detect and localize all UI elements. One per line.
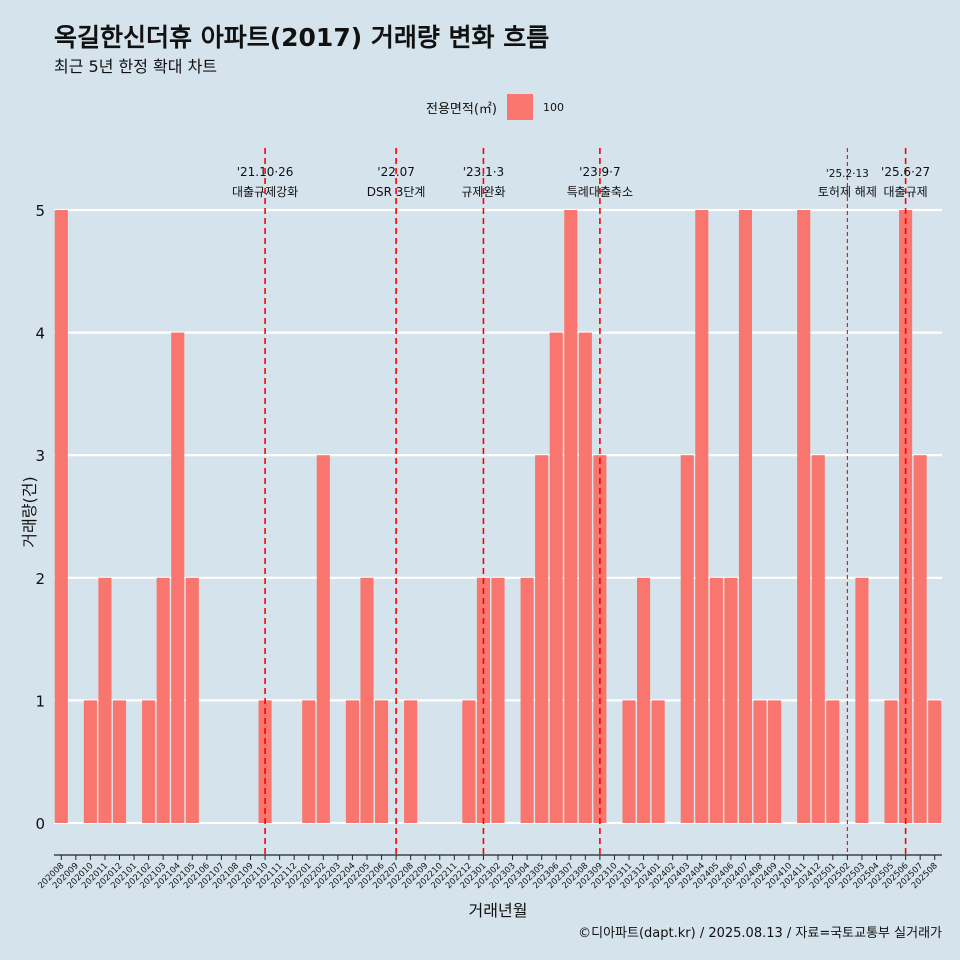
bar xyxy=(142,700,156,823)
legend-title: 전용면적(㎡) xyxy=(426,101,497,117)
bar xyxy=(535,455,549,823)
event-text-label: DSR 3단계 xyxy=(367,185,426,199)
chart-subtitle: 최근 5년 한정 확대 차트 xyxy=(54,57,218,76)
bar xyxy=(695,210,709,823)
bar xyxy=(651,700,665,823)
event-text-label: 규제완화 xyxy=(461,185,505,199)
bar xyxy=(54,210,68,823)
bar xyxy=(884,700,898,823)
event-text-label: 특례대출축소 xyxy=(567,185,633,199)
bar xyxy=(316,455,330,823)
legend: 전용면적(㎡) 100 xyxy=(426,93,564,121)
bar xyxy=(826,700,840,823)
bar xyxy=(899,210,913,823)
bar xyxy=(360,577,374,823)
y-tick-label: 3 xyxy=(35,447,45,465)
bar xyxy=(797,210,811,823)
y-tick-label: 0 xyxy=(35,815,45,833)
y-tick-label: 1 xyxy=(35,692,45,710)
bar xyxy=(83,700,97,823)
y-axis-label: 거래량(건) xyxy=(20,476,39,548)
y-tick-label: 4 xyxy=(35,325,45,343)
bar xyxy=(637,577,651,823)
bar xyxy=(171,332,185,823)
source-caption: ©디아파트(dapt.kr) / 2025.08.13 / 자료=국토교통부 실… xyxy=(578,926,942,941)
bar xyxy=(855,577,869,823)
bar xyxy=(768,700,782,823)
event-date-label: '22.07 xyxy=(377,165,415,179)
bar xyxy=(811,455,825,823)
bar xyxy=(404,700,418,823)
bar xyxy=(345,700,359,823)
bar xyxy=(913,455,927,823)
bar xyxy=(302,700,316,823)
event-text-label: 대출규제강화 xyxy=(232,185,298,199)
event-date-label: '25.6·27 xyxy=(881,165,930,179)
bar xyxy=(112,700,127,823)
bar xyxy=(709,577,723,823)
chart-title: 옥길한신더휴 아파트(2017) 거래량 변화 흐름 xyxy=(54,23,550,52)
bar xyxy=(549,332,563,823)
bar xyxy=(156,577,170,823)
bars xyxy=(54,210,942,823)
bar xyxy=(98,577,112,823)
bar xyxy=(680,455,694,823)
bar xyxy=(928,700,942,823)
bar xyxy=(724,577,738,823)
bar xyxy=(374,700,389,823)
bar xyxy=(564,210,578,823)
bar xyxy=(738,210,753,823)
bar xyxy=(622,700,636,823)
x-axis-label: 거래년월 xyxy=(468,901,528,920)
y-tick-label: 5 xyxy=(35,202,45,220)
event-date-label: '25.2·13 xyxy=(826,168,869,180)
bar xyxy=(520,577,534,823)
event-date-label: '21.10·26 xyxy=(237,165,294,179)
event-text-label: 토허제 해제 xyxy=(818,185,877,199)
bar xyxy=(491,577,505,823)
event-date-label: '23.1·3 xyxy=(463,165,504,179)
bar xyxy=(462,700,476,823)
y-tick-label: 2 xyxy=(35,570,45,588)
legend-swatch xyxy=(506,94,533,120)
bar xyxy=(753,700,767,823)
bar xyxy=(578,332,592,823)
bar xyxy=(185,577,199,823)
event-lines: '21.10·26 대출규제강화 '22.07 DSR 3단계 '23.1·3 규제완화 '… xyxy=(232,148,930,855)
event-date-label: '23.9·7 xyxy=(579,165,620,179)
event-text-label: 대출규제 xyxy=(884,185,928,199)
legend-label: 100 xyxy=(542,100,564,114)
